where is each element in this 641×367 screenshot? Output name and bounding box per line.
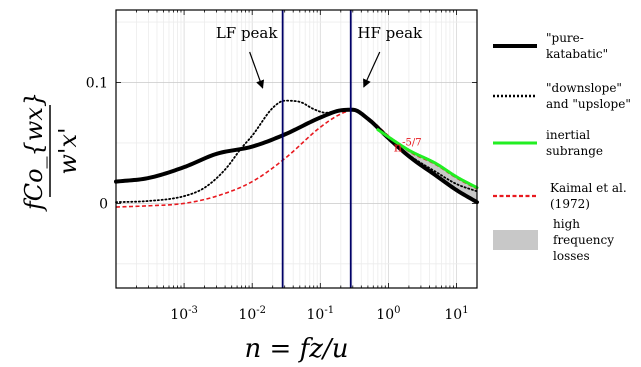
x-tick-label: 101 bbox=[444, 305, 468, 323]
x-axis-label: n = fz/u bbox=[245, 334, 349, 364]
legend-high-frequency-losses: high frequency losses bbox=[493, 217, 614, 263]
legend-pure-katabatic-label: "pure- bbox=[546, 31, 584, 45]
hf-peak-arrow bbox=[363, 51, 381, 88]
legend-downslope-upslope-label: and "upslope" bbox=[546, 97, 631, 111]
x-tick-label: 100 bbox=[376, 305, 400, 323]
x-tick-label: 10-1 bbox=[307, 305, 335, 323]
legend-inertial-subrange-label: subrange bbox=[546, 144, 603, 158]
y-axis-label: fCo_{wx} w'x' bbox=[20, 92, 82, 212]
y-tick-label: 0.1 bbox=[86, 76, 108, 92]
lf-peak-label: LF peak bbox=[216, 24, 279, 42]
y-axis-label-denominator: w'x' bbox=[54, 127, 82, 174]
annotations: LF peak HF peak n-5/7 bbox=[216, 24, 423, 155]
legend-downslope-upslope-label: "downslope" bbox=[546, 81, 622, 95]
y-axis-label-numerator: fCo_{wx} bbox=[20, 92, 48, 212]
legend-pure-katabatic-label: katabatic" bbox=[546, 47, 608, 61]
legend-kaimal-1972: Kaimal et al. (1972) bbox=[493, 181, 627, 211]
legend-high-frequency-losses-label: losses bbox=[553, 249, 590, 263]
high-frequency-losses-fill bbox=[367, 117, 477, 203]
legend-pure-katabatic: "pure-katabatic" bbox=[493, 31, 608, 61]
legend-kaimal-1972-label: Kaimal et al. bbox=[550, 181, 627, 195]
y-tick-label: 0 bbox=[99, 196, 108, 212]
legend: "pure-katabatic" "downslope" and "upslope"… bbox=[493, 31, 631, 263]
legend-high-frequency-losses-swatch bbox=[493, 230, 538, 250]
pure-katabatic-line bbox=[114, 107, 479, 205]
legend-inertial-subrange: inertial subrange bbox=[493, 128, 603, 158]
lf-peak-arrow bbox=[249, 51, 265, 89]
legend-high-frequency-losses-label: high bbox=[553, 217, 580, 231]
legend-kaimal-1972-label: (1972) bbox=[550, 197, 590, 211]
inertial-subrange-line bbox=[376, 128, 479, 190]
slope-annotation: n-5/7 bbox=[394, 137, 422, 155]
plot-frame bbox=[115, 9, 478, 289]
x-tick-label: 10-3 bbox=[170, 305, 198, 323]
high-frequency-losses-area bbox=[367, 117, 477, 203]
axis-labels: n = fz/u fCo_{wx} w'x' bbox=[20, 92, 348, 364]
x-tick-label: 10-2 bbox=[238, 305, 266, 323]
legend-high-frequency-losses-label: frequency bbox=[553, 233, 614, 247]
hf-peak-label: HF peak bbox=[357, 24, 423, 42]
legend-inertial-subrange-label: inertial bbox=[546, 128, 590, 142]
axes: 10-3 10-2 10-1 100 101 0 0.1 bbox=[86, 10, 477, 323]
downslope-upslope-line bbox=[115, 99, 478, 204]
series-lines bbox=[114, 99, 479, 208]
peak-lines bbox=[281, 10, 352, 288]
kaimal-1972-line bbox=[115, 109, 478, 208]
legend-downslope-upslope: "downslope" and "upslope" bbox=[493, 81, 631, 111]
